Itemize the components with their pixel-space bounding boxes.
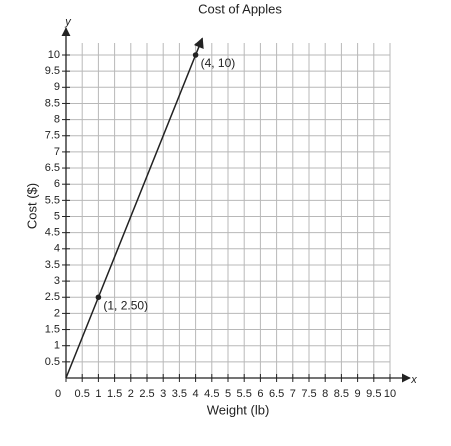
x-axis-name: x <box>410 374 417 386</box>
x-tick-label: 9 <box>355 388 361 400</box>
y-tick-label: 4.5 <box>45 227 60 239</box>
x-tick-label: 1 <box>95 388 101 400</box>
y-tick-label: 2.5 <box>45 291 60 303</box>
point <box>192 52 199 58</box>
x-tick-label: 1.5 <box>107 388 122 400</box>
x-tick-label: 6 <box>257 388 263 400</box>
x-tick-label: 7 <box>290 388 296 400</box>
x-tick-label: 5 <box>225 388 231 400</box>
y-tick-label: 8 <box>54 114 60 126</box>
y-tick-label: 9.5 <box>45 65 60 77</box>
y-tick-label: 5.5 <box>45 194 60 206</box>
x-tick-label: 0.5 <box>75 388 90 400</box>
y-tick-label: 3.5 <box>45 259 60 271</box>
x-tick-label: 10 <box>384 388 396 400</box>
y-axis-name: y <box>64 16 72 28</box>
annotation: (4, 10) <box>201 56 236 70</box>
x-tick-label: 5.5 <box>237 388 252 400</box>
x-tick-label: 7.5 <box>301 388 316 400</box>
y-tick-label: 10 <box>48 49 60 61</box>
x-tick-label: 3 <box>160 388 166 400</box>
y-tick-label: 6.5 <box>45 162 60 174</box>
x-tick-label: 2 <box>128 388 134 400</box>
x-tick-label: 0 <box>55 388 61 400</box>
y-tick-label: 2 <box>54 307 60 319</box>
y-tick-label: 8.5 <box>45 97 60 109</box>
x-tick-label: 4 <box>193 388 199 400</box>
y-tick-label: 3 <box>54 275 60 287</box>
y-tick-label: 6 <box>54 178 60 190</box>
annotation: (1, 2.50) <box>103 298 148 312</box>
y-tick-label: 7.5 <box>45 130 60 142</box>
point <box>95 294 102 301</box>
y-tick-label: 7 <box>54 146 60 158</box>
chart-title: Cost of Apples <box>198 1 282 16</box>
x-tick-label: 6.5 <box>269 388 284 400</box>
y-tick-label: 9 <box>54 81 60 93</box>
x-tick-label: 3.5 <box>172 388 187 400</box>
y-tick-label: 1 <box>54 340 60 352</box>
y-tick-label: 1.5 <box>45 323 60 335</box>
x-tick-label: 4.5 <box>204 388 219 400</box>
y-axis-label: Cost ($) <box>24 183 39 229</box>
y-tick-label: 0.5 <box>45 356 60 368</box>
x-axis-label: Weight (lb) <box>207 402 270 417</box>
y-tick-label: 4 <box>54 243 60 255</box>
y-tick-label: 5 <box>54 210 60 222</box>
x-tick-label: 2.5 <box>139 388 154 400</box>
x-tick-label: 8.5 <box>334 388 349 400</box>
x-tick-label: 8 <box>322 388 328 400</box>
x-tick-label: 9.5 <box>366 388 381 400</box>
line-arrow <box>193 37 204 56</box>
